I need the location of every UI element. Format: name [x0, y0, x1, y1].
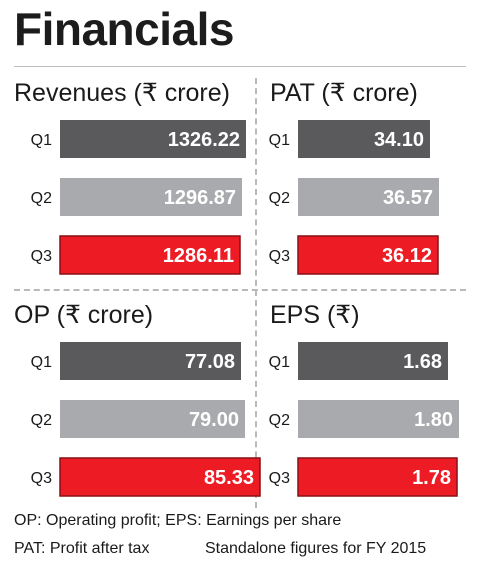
revenues-q3-label: Q3: [31, 248, 52, 265]
panel-revenues: Revenues (₹ crore) Q1 1326.22 Q2 1296.87 Q3 1…: [14, 78, 246, 288]
panel-title-revenues: Revenues (₹ crore): [14, 79, 230, 107]
panel-title-pat: PAT (₹ crore): [270, 79, 418, 107]
pat-q2-value: 36.57: [383, 187, 433, 209]
panel-eps: EPS (₹) Q1 1.68 Q2 1.80 Q3 1.78: [269, 300, 480, 510]
eps-q3-bar: [297, 457, 458, 497]
eps-q3-value: 1.78: [412, 467, 451, 489]
footnote-standalone: Standalone figures for FY 2015: [205, 540, 427, 557]
pat-chart: Q1 34.10 Q2 36.57 Q3 36.12: [269, 120, 439, 275]
vertical-divider: [255, 78, 257, 508]
revenues-q3-value: 1286.11: [163, 245, 234, 267]
revenues-q2-label: Q2: [31, 190, 52, 207]
op-chart: Q1 77.08 Q2 79.00 Q3 85.33: [31, 342, 261, 497]
revenues-q1-label: Q1: [31, 132, 52, 149]
op-q2-value: 79.00: [189, 409, 239, 431]
horizontal-divider: [14, 289, 466, 291]
op-q3-bar: [59, 457, 261, 497]
op-q1-bar: [60, 342, 241, 380]
pat-q1-value: 34.10: [374, 129, 424, 151]
pat-q3-label: Q3: [269, 248, 290, 265]
panel-op: OP (₹ crore) Q1 77.08 Q2 79.00 Q3 85.33: [14, 300, 261, 510]
revenues-q2-value: 1296.87: [164, 187, 236, 209]
revenues-q1-value: 1326.22: [168, 129, 240, 151]
pat-q3-bar: [297, 235, 439, 275]
panel-pat: PAT (₹ crore) Q1 34.10 Q2 36.57 Q3 36.12: [269, 78, 480, 288]
revenues-q3-bar: [59, 235, 241, 275]
panel-title-eps: EPS (₹): [270, 301, 360, 329]
op-q3-label: Q3: [31, 470, 52, 487]
revenues-q2-bar: [60, 178, 242, 216]
pat-q1-label: Q1: [269, 132, 290, 149]
panel-title-op: OP (₹ crore): [14, 301, 154, 329]
op-q1-label: Q1: [31, 354, 52, 371]
revenues-q1-bar: [60, 120, 246, 158]
op-q3-value: 85.33: [204, 467, 254, 489]
op-q2-label: Q2: [31, 412, 52, 429]
pat-q2-bar: [298, 178, 439, 216]
pat-q1-bar: [298, 120, 430, 158]
eps-q2-bar: [298, 400, 459, 438]
pat-q2-label: Q2: [269, 190, 290, 207]
op-q1-value: 77.08: [185, 351, 235, 373]
page-title: Financials: [14, 3, 234, 55]
eps-q1-value: 1.68: [403, 351, 442, 373]
pat-q3-value: 36.12: [382, 245, 432, 267]
eps-chart: Q1 1.68 Q2 1.80 Q3 1.78: [269, 342, 459, 497]
op-q2-bar: [60, 400, 245, 438]
eps-q3-label: Q3: [269, 470, 290, 487]
eps-q1-bar: [298, 342, 448, 380]
eps-q1-label: Q1: [269, 354, 290, 371]
footnote-pat: PAT: Profit after tax: [14, 540, 150, 557]
footnote-line1: OP: Operating profit; EPS: Earnings per …: [14, 512, 342, 529]
eps-q2-value: 1.80: [414, 409, 453, 431]
revenues-chart: Q1 1326.22 Q2 1296.87 Q3 1286.11: [31, 120, 246, 275]
title-rule: [14, 66, 466, 67]
eps-q2-label: Q2: [269, 412, 290, 429]
